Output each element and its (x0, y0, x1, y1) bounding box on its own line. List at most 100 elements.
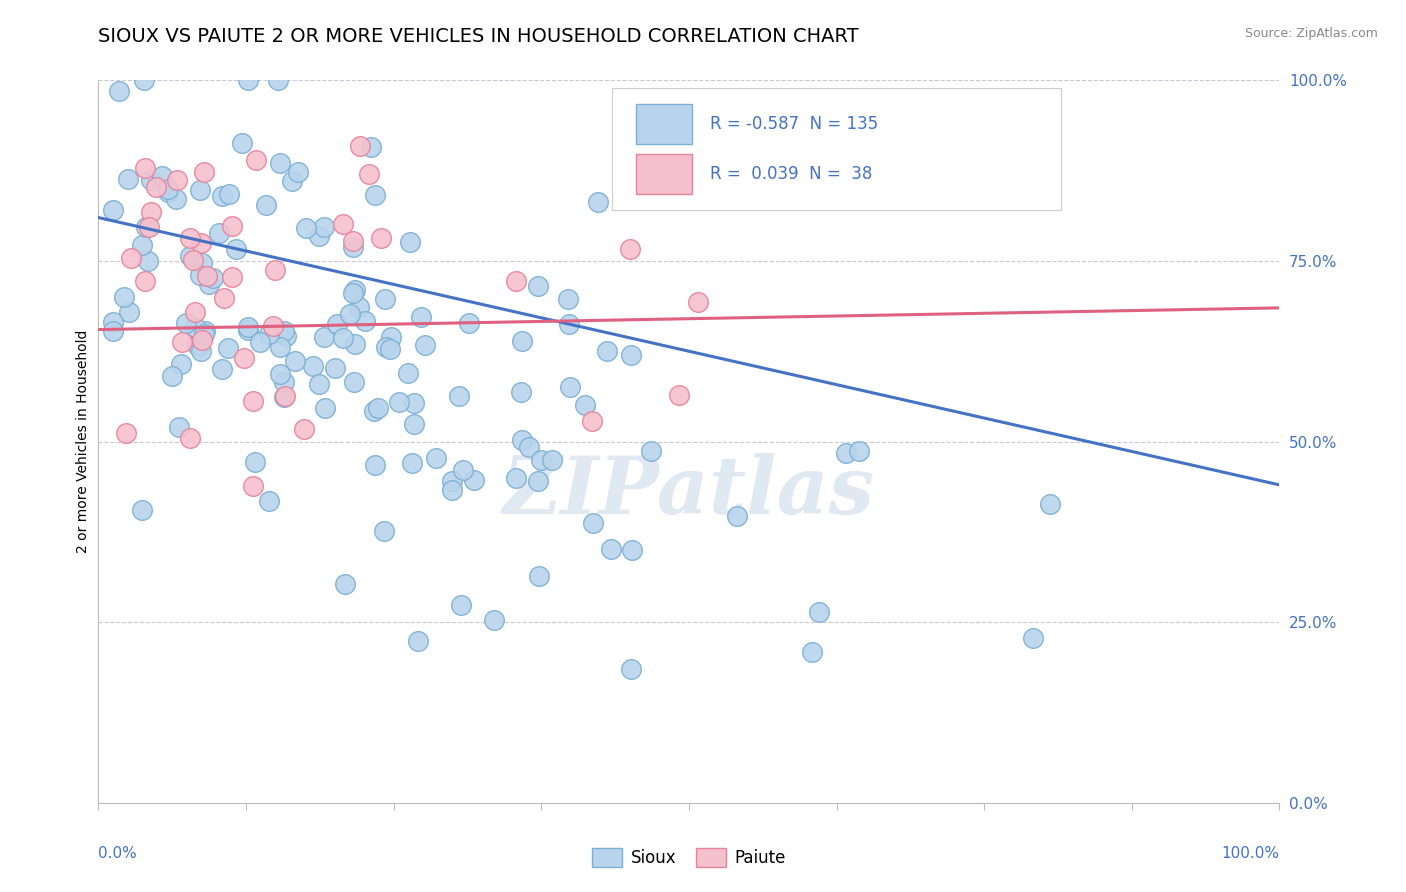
Point (581, 414, 603, 428)
Point (620, 348, 643, 362)
Point (440, 474, 463, 488)
Point (292, 422, 315, 436)
Point (295, 221, 318, 235)
Point (273, 375, 295, 389)
Bar (636, 154, 693, 194)
Point (165, 192, 187, 206)
Y-axis label: 2 or more Vehicles in Household: 2 or more Vehicles in Household (76, 330, 90, 553)
Point (342, 285, 364, 300)
Point (276, 329, 298, 343)
Point (131, 503, 153, 517)
Point (367, 401, 389, 416)
Point (406, 634, 429, 648)
Point (402, 417, 425, 431)
Point (463, 473, 485, 487)
Point (370, 231, 392, 245)
FancyBboxPatch shape (612, 87, 1062, 211)
Point (254, 197, 277, 211)
Point (179, 431, 201, 445)
Point (117, 172, 139, 186)
Point (364, 458, 387, 472)
Point (529, 453, 551, 467)
Point (1039, 497, 1062, 511)
Point (342, 234, 364, 248)
Point (619, 242, 641, 256)
Point (425, 451, 447, 466)
Point (332, 330, 354, 344)
Point (273, 390, 295, 404)
Point (339, 307, 361, 321)
Point (505, 471, 527, 485)
Point (800, 645, 823, 659)
Text: Source: ZipAtlas.com: Source: ZipAtlas.com (1244, 27, 1378, 40)
Text: R =  0.039  N =  38: R = 0.039 N = 38 (710, 165, 873, 183)
Point (333, 577, 356, 591)
Point (482, 613, 505, 627)
Point (139, 204, 162, 219)
Point (156, 185, 179, 199)
Point (560, 380, 582, 394)
Point (225, 243, 247, 257)
Point (373, 524, 395, 538)
Point (512, 334, 534, 348)
Point (517, 440, 540, 454)
Point (259, 494, 281, 508)
Point (139, 173, 162, 187)
Point (349, 139, 371, 153)
Point (208, 226, 231, 240)
Point (249, 334, 271, 349)
Point (184, 305, 207, 319)
Point (238, 322, 260, 336)
Point (103, 203, 125, 218)
Point (807, 605, 830, 619)
Legend: Sioux, Paiute: Sioux, Paiute (585, 841, 793, 874)
Point (440, 483, 463, 497)
Point (112, 290, 135, 304)
Point (323, 361, 346, 376)
Point (134, 274, 156, 288)
Point (413, 337, 436, 351)
Point (211, 362, 233, 376)
Point (574, 398, 596, 412)
Point (342, 240, 364, 254)
Point (287, 165, 309, 179)
Point (188, 183, 211, 197)
Point (187, 339, 209, 353)
Point (101, 324, 124, 338)
Point (364, 187, 387, 202)
Point (409, 310, 432, 324)
Point (114, 425, 136, 440)
Point (374, 292, 396, 306)
Point (505, 274, 527, 288)
Point (402, 396, 425, 410)
Point (450, 598, 472, 612)
Point (212, 291, 235, 305)
Point (848, 443, 870, 458)
Point (118, 305, 141, 319)
Point (509, 384, 531, 399)
Point (242, 479, 264, 493)
Point (217, 341, 239, 355)
Point (218, 187, 240, 202)
Point (167, 420, 190, 434)
Point (284, 354, 307, 368)
Point (190, 236, 212, 251)
Point (183, 252, 205, 267)
Point (193, 165, 215, 179)
Point (201, 270, 224, 285)
Point (134, 73, 156, 87)
Point (596, 344, 619, 359)
Point (586, 195, 609, 210)
Point (262, 319, 284, 334)
Point (245, 153, 267, 168)
Point (360, 140, 382, 154)
Point (558, 317, 581, 331)
Point (194, 324, 217, 338)
Point (449, 389, 471, 403)
Point (621, 543, 644, 558)
Point (221, 270, 243, 285)
Point (183, 320, 205, 334)
Point (302, 359, 325, 373)
Point (354, 314, 377, 328)
Point (138, 219, 160, 234)
